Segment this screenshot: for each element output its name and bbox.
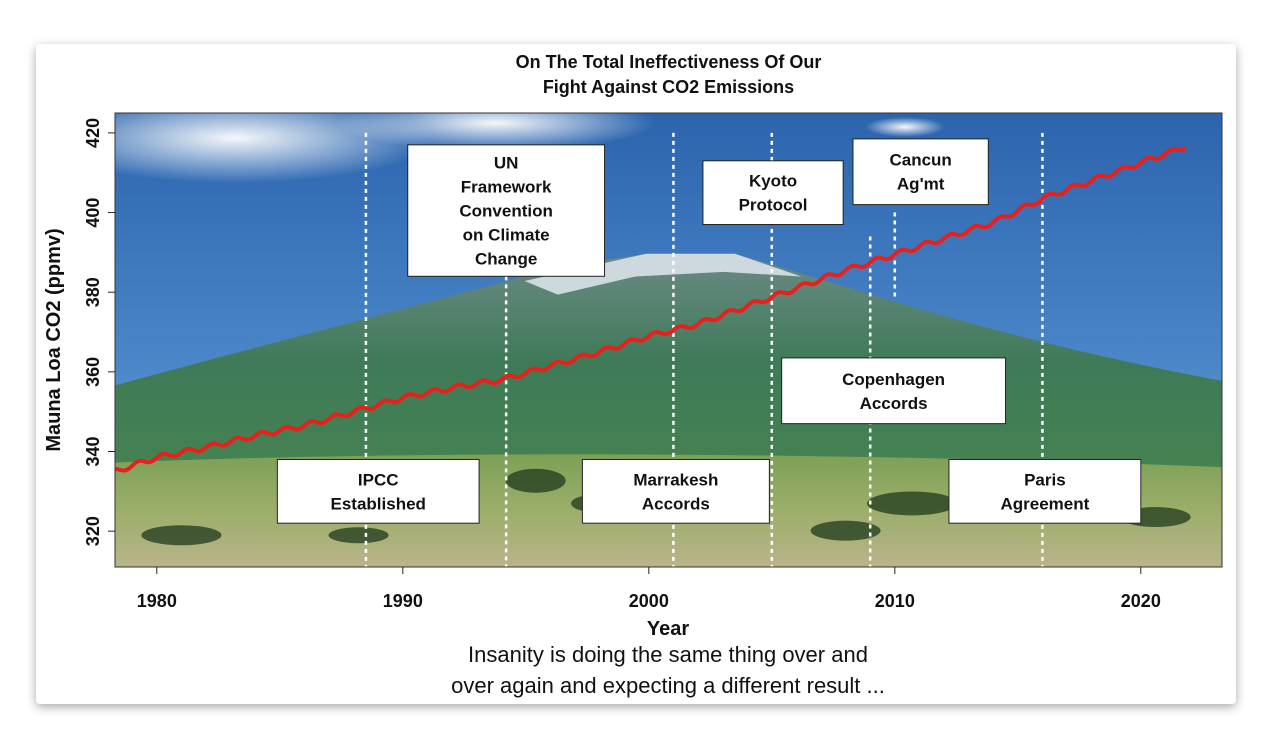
y-tick-label: 400 bbox=[83, 198, 103, 228]
annotation-text: Convention bbox=[459, 202, 553, 221]
plot-frame bbox=[114, 112, 1223, 568]
annotation-box: Marrakesh Accords bbox=[581, 458, 770, 524]
y-tick-label: 380 bbox=[83, 277, 103, 307]
y-axis: 320 340 360 380 400 420 bbox=[83, 118, 115, 546]
annotation-box: Paris Agreement bbox=[948, 458, 1142, 524]
chart: On The Total Ineffectiveness Of Our Fight… bbox=[43, 52, 1223, 698]
annotation-text: Accords bbox=[642, 494, 710, 513]
annotation-text: Ag'mt bbox=[897, 175, 945, 194]
y-tick-label: 420 bbox=[83, 118, 103, 148]
caption: Insanity is doing the same thing over an… bbox=[451, 642, 885, 698]
x-axis-label: Year bbox=[647, 618, 689, 640]
x-tick-label: 2000 bbox=[629, 591, 669, 611]
annotation-boxes: IPCC Established UN Framework Convention on C… bbox=[276, 138, 1142, 524]
annotation-text: on Climate bbox=[463, 226, 550, 245]
annotation-text: Copenhagen bbox=[842, 370, 945, 389]
annotation-box: Kyoto Protocol bbox=[702, 160, 844, 226]
annotation-text: Change bbox=[475, 250, 537, 269]
co2-series-line bbox=[115, 145, 1187, 473]
chart-title-line: On The Total Ineffectiveness Of Our bbox=[516, 52, 822, 72]
annotation-box: Copenhagen Accords bbox=[781, 357, 1007, 425]
x-axis: 1980 1990 2000 2010 2020 bbox=[137, 567, 1161, 611]
caption-line: over again and expecting a different res… bbox=[451, 673, 885, 698]
chart-title: On The Total Ineffectiveness Of Our Fight… bbox=[516, 52, 822, 97]
x-tick-label: 1980 bbox=[137, 591, 177, 611]
annotation-text: Paris bbox=[1024, 470, 1066, 489]
chart-card: On The Total Ineffectiveness Of Our Fight… bbox=[36, 44, 1236, 704]
annotation-text: Protocol bbox=[739, 196, 808, 215]
annotation-box: Cancun Ag'mt bbox=[852, 138, 989, 206]
x-tick-label: 2020 bbox=[1121, 591, 1161, 611]
y-tick-label: 360 bbox=[83, 357, 103, 387]
annotation-text: Cancun bbox=[889, 151, 951, 170]
annotation-box: IPCC Established bbox=[276, 458, 480, 524]
x-tick-label: 2010 bbox=[875, 591, 915, 611]
annotation-text: Framework bbox=[461, 178, 552, 197]
annotation-text: Marrakesh bbox=[633, 470, 718, 489]
y-tick-label: 340 bbox=[83, 436, 103, 466]
y-axis-label: Mauna Loa CO2 (ppmv) bbox=[43, 228, 65, 451]
annotation-text: Agreement bbox=[1000, 494, 1089, 513]
chart-title-line: Fight Against CO2 Emissions bbox=[543, 77, 794, 97]
caption-line: Insanity is doing the same thing over an… bbox=[468, 642, 868, 667]
annotation-box: UN Framework Convention on Climate Change bbox=[407, 144, 606, 277]
y-tick-label: 320 bbox=[83, 516, 103, 546]
annotation-text: Established bbox=[331, 494, 426, 513]
x-tick-label: 1990 bbox=[383, 591, 423, 611]
annotation-text: Kyoto bbox=[749, 172, 797, 191]
annotation-text: IPCC bbox=[358, 470, 399, 489]
annotation-text: Accords bbox=[860, 394, 928, 413]
annotation-text: UN bbox=[494, 154, 519, 173]
